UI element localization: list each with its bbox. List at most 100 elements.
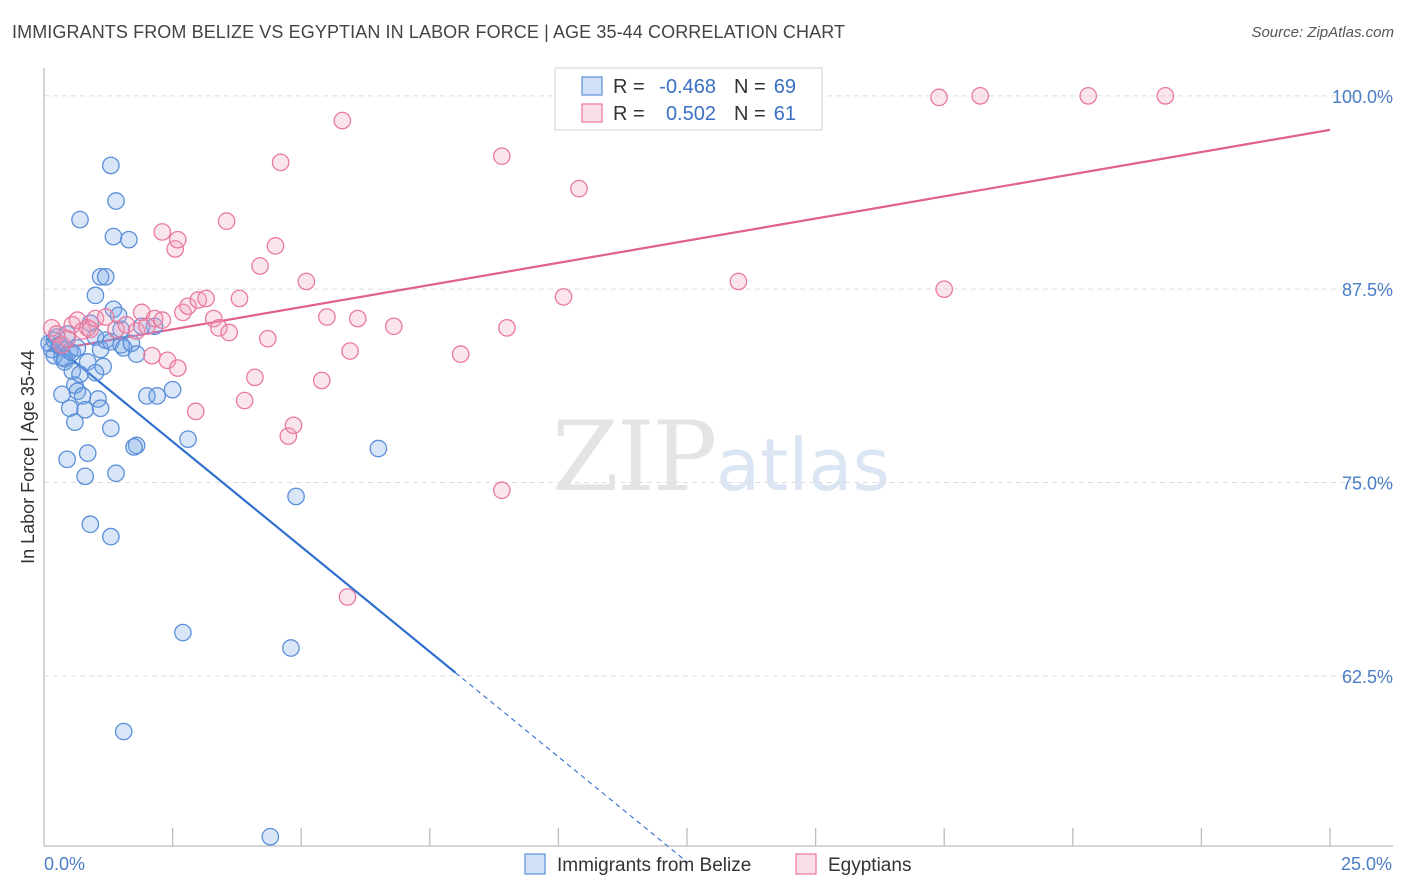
point-egyptians-47 — [492, 481, 511, 500]
chart-source: Source: ZipAtlas.com — [1251, 24, 1394, 41]
point-belize-54 — [107, 192, 125, 210]
watermark-atlas: atlas — [716, 423, 890, 507]
y-tick-labels: 100.0% 87.5% 75.0% 62.5% — [1332, 87, 1393, 687]
point-egyptians-13 — [127, 322, 146, 340]
point-egyptians-22 — [179, 297, 197, 316]
point-egyptians-25 — [197, 289, 215, 308]
point-belize-34 — [107, 464, 125, 483]
point-egyptians-50 — [570, 179, 588, 198]
point-egyptians-54 — [217, 212, 236, 230]
point-belize-44 — [125, 438, 143, 456]
point-egyptians-34 — [266, 237, 285, 255]
watermark-zip: ZIP — [552, 401, 715, 513]
point-belize-14 — [76, 400, 95, 419]
point-belize-63 — [369, 439, 388, 458]
legend-r-value-2: 0.502 — [666, 103, 716, 125]
point-egyptians-26 — [204, 309, 223, 328]
point-egyptians-33 — [258, 329, 277, 348]
point-belize-57 — [102, 527, 120, 546]
point-egyptians-39 — [312, 371, 331, 390]
point-belize-17 — [53, 385, 71, 404]
point-belize-56 — [120, 230, 138, 249]
point-egyptians-31 — [246, 368, 264, 387]
x-tick-marks — [171, 828, 1331, 846]
point-belize-19 — [66, 413, 84, 432]
x-tick-label-left: 0.0% — [44, 854, 85, 874]
point-egyptians-48 — [498, 318, 516, 337]
trend-lines — [45, 128, 1331, 863]
legend-r-label-2: R = — [613, 103, 645, 125]
y-tick-label-1: 87.5% — [1342, 280, 1393, 300]
legend-swatch-belize — [581, 76, 603, 96]
point-belize-62 — [287, 487, 305, 506]
point-belize-60 — [114, 722, 133, 741]
point-belize-53 — [102, 156, 120, 175]
point-egyptians-42 — [341, 342, 359, 360]
grid-layer — [44, 95, 1393, 677]
point-egyptians-59 — [971, 86, 990, 105]
point-egyptians-11 — [107, 320, 125, 339]
point-belize-47 — [138, 387, 156, 405]
point-egyptians-40 — [318, 308, 336, 326]
point-belize-18 — [58, 450, 76, 469]
legend-n-label-2: N = — [734, 103, 766, 125]
point-belize-30 — [86, 363, 105, 382]
point-egyptians-51 — [153, 223, 172, 241]
trend-extension-belize — [455, 672, 688, 863]
point-egyptians-38 — [297, 272, 316, 291]
legend-r-value-1: -0.468 — [659, 76, 716, 98]
point-egyptians-30 — [235, 391, 254, 410]
point-egyptians-44 — [384, 317, 403, 336]
point-belize-50 — [163, 380, 182, 399]
y-tick-label-2: 75.0% — [1342, 474, 1393, 494]
point-belize-52 — [71, 210, 89, 229]
point-egyptians-60 — [1079, 86, 1098, 105]
point-belize-22 — [81, 515, 100, 534]
legend-swatch-egyptians — [581, 103, 603, 123]
point-egyptians-32 — [251, 257, 269, 275]
point-egyptians-46 — [492, 147, 511, 166]
x-tick-label-right: 25.0% — [1341, 854, 1392, 874]
bottom-legend-swatch-egyptians — [795, 853, 817, 875]
data-points — [40, 86, 1175, 846]
point-egyptians-18 — [153, 311, 172, 329]
trend-line-belize — [45, 337, 457, 674]
y-tick-label-0: 100.0% — [1332, 87, 1393, 107]
y-axis-label: In Labor Force | Age 35-44 — [18, 350, 38, 564]
legend-r-label-1: R = — [613, 76, 645, 98]
legend-n-value-1: 69 — [774, 76, 796, 98]
point-egyptians-23 — [186, 402, 205, 421]
point-egyptians-43 — [348, 309, 367, 328]
bottom-legend-label-belize: Immigrants from Belize — [557, 855, 751, 876]
point-egyptians-29 — [230, 289, 249, 308]
point-belize-33 — [102, 419, 120, 438]
point-belize-61 — [261, 827, 280, 846]
point-egyptians-45 — [451, 345, 470, 363]
point-egyptians-12 — [117, 315, 136, 334]
point-belize-23 — [86, 286, 105, 305]
point-belize-21 — [78, 444, 97, 462]
point-egyptians-36 — [279, 427, 298, 445]
point-egyptians-1 — [48, 325, 66, 343]
point-egyptians-28 — [220, 323, 239, 342]
correlation-legend: R = -0.468 N = 69 R = 0.502 N = 61 — [554, 67, 823, 131]
point-belize-58 — [174, 623, 192, 642]
point-belize-51 — [179, 430, 197, 449]
point-egyptians-8 — [81, 320, 100, 339]
y-tick-label-3: 62.5% — [1342, 667, 1393, 687]
point-egyptians-61 — [1156, 86, 1175, 105]
point-egyptians-55 — [338, 588, 357, 606]
point-egyptians-35 — [271, 153, 290, 172]
point-belize-32 — [91, 399, 110, 418]
point-egyptians-20 — [168, 359, 187, 377]
point-belize-35 — [91, 267, 110, 286]
trend-line-egyptians — [46, 128, 1331, 353]
point-egyptians-49 — [554, 288, 573, 306]
series-legend: Immigrants from Belize Egyptians — [524, 853, 911, 876]
bottom-legend-swatch-belize — [524, 853, 546, 875]
point-belize-36 — [96, 267, 115, 286]
point-egyptians-16 — [143, 346, 161, 365]
point-egyptians-37 — [284, 416, 303, 435]
point-egyptians-58 — [930, 88, 948, 107]
